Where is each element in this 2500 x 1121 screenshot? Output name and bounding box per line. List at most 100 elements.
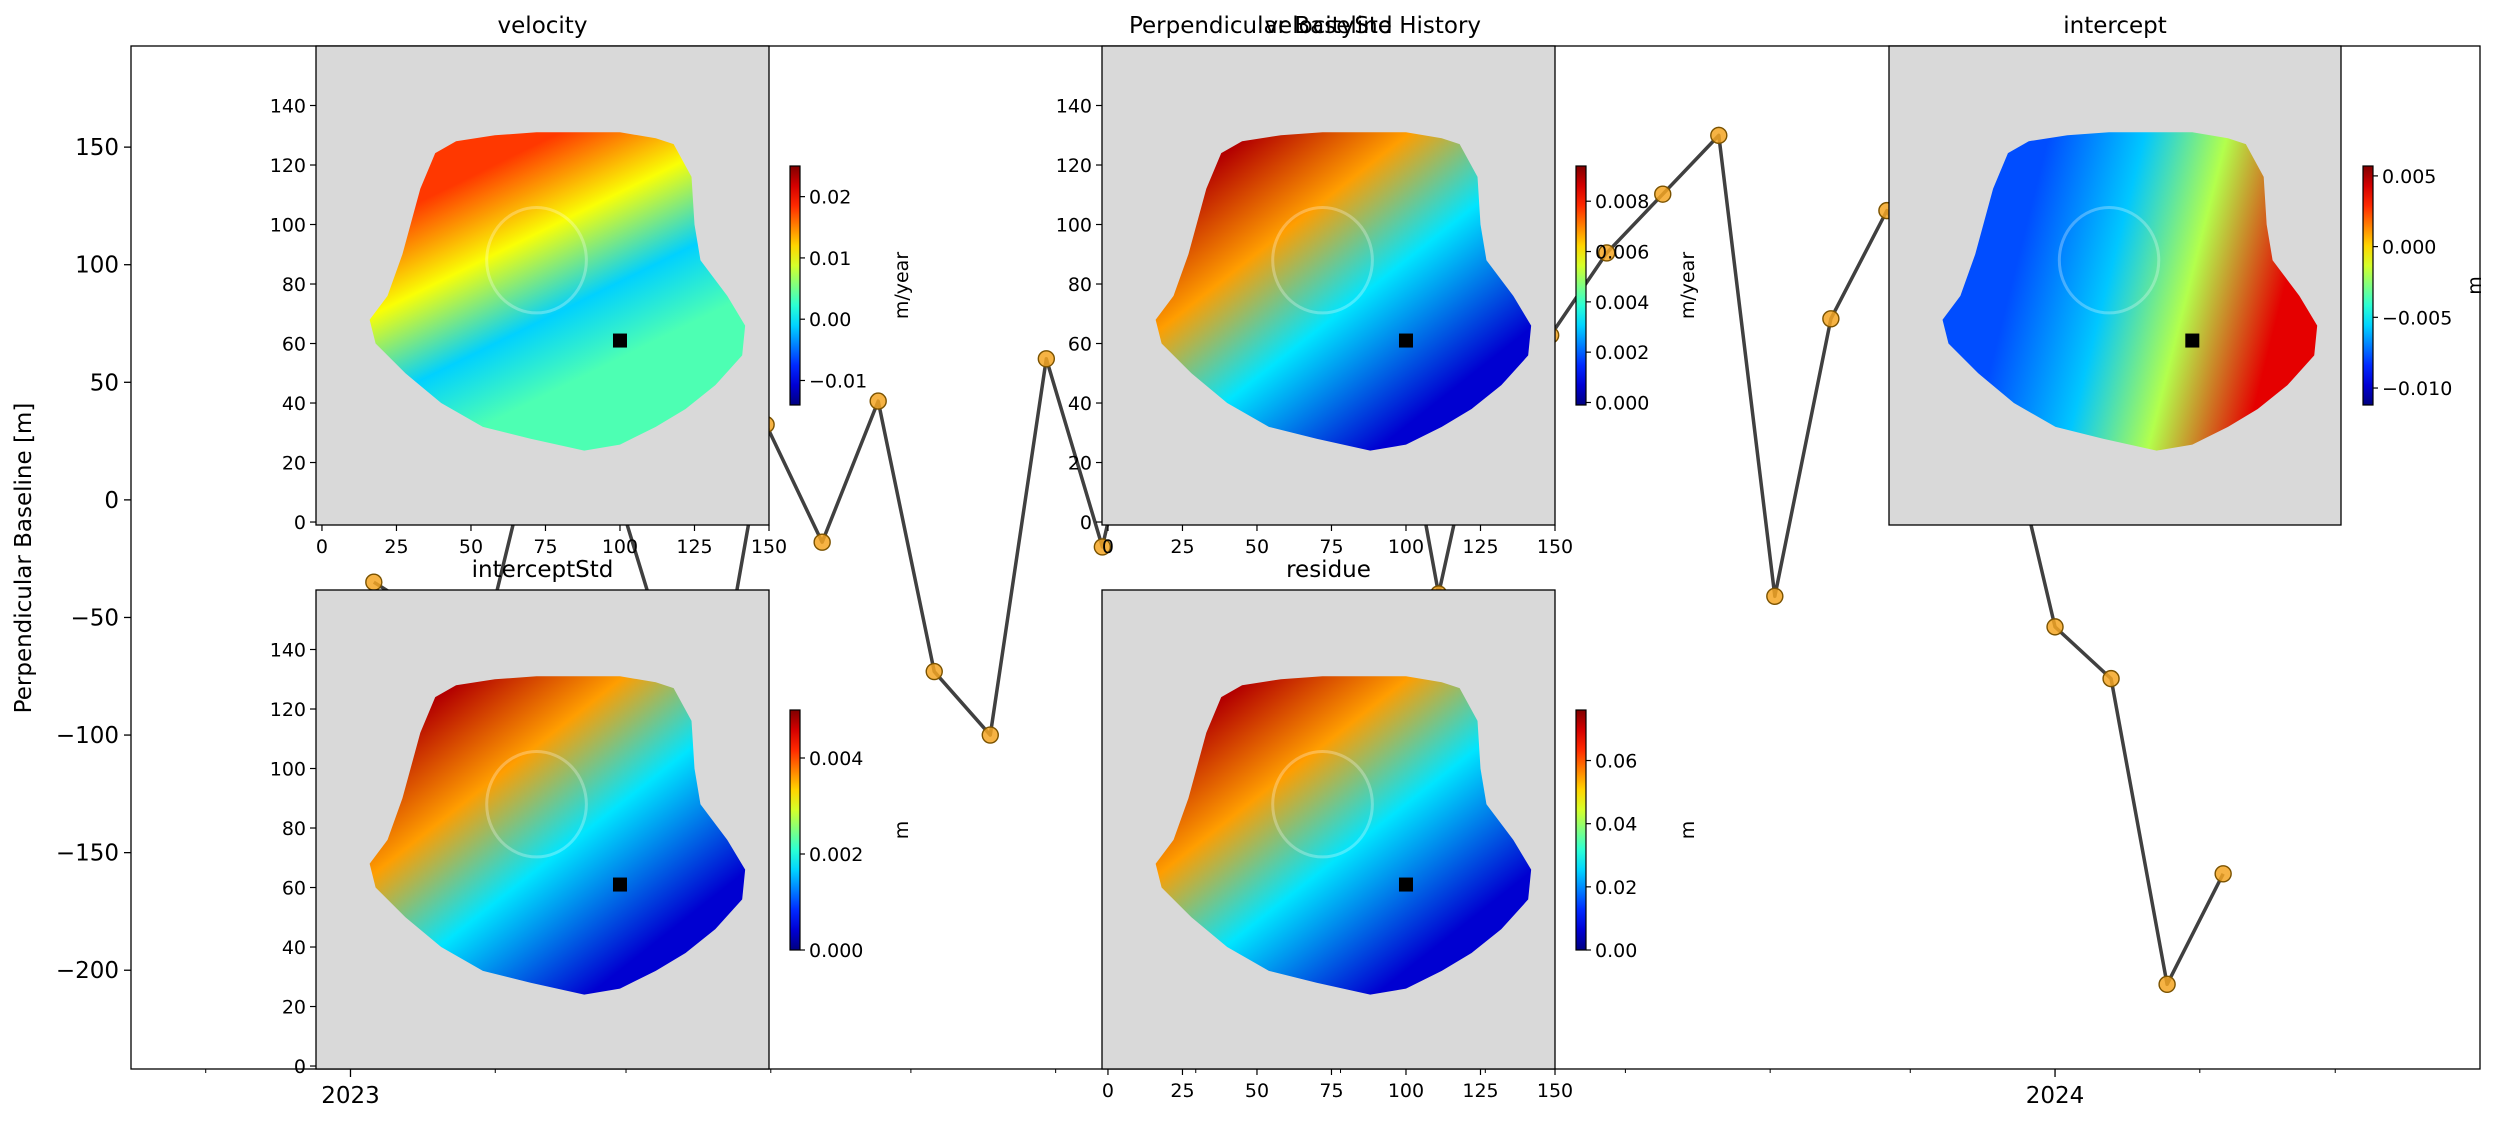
heatmap-x-tick-label: 125 [1462,536,1498,558]
heatmap-y-tick-label: 140 [270,96,306,118]
heatmap-field [1155,676,1532,995]
heatmap-y-tick-label: 0 [294,512,306,534]
colorbar-tick-label: 0.01 [809,248,851,270]
y-tick-label: 150 [75,135,119,161]
colorbar-label: m/year [891,252,913,319]
heatmap-y-tick-label: 20 [282,453,306,475]
reference-point-marker [1398,877,1413,892]
y-tick-label: 0 [104,488,119,514]
colorbar-tick-label: 0.002 [1595,342,1649,364]
heatmap-frame [315,45,770,526]
heatmap-title: residue [1286,557,1371,583]
heatmap-y-tick-label: 100 [1056,215,1092,237]
heatmap-y-tick-label: 20 [282,997,306,1019]
y-tick-label: −50 [70,605,119,631]
caldera-rim [1271,206,1374,315]
colorbar-label: m [2464,276,2486,295]
heatmap-y-tick-label: 40 [1068,393,1092,415]
colorbar-tick-label: 0.000 [809,940,863,962]
colorbar [1575,709,1587,951]
baseline-point[interactable] [2158,975,2176,994]
baseline-point[interactable] [981,726,999,744]
heatmap-title: velocity [498,13,588,39]
heatmap-title: interceptStd [472,557,614,583]
colorbar-tick-label: 0.02 [1595,877,1637,899]
colorbar [2362,165,2374,406]
baseline-y-axis-label: Perpendicular Baseline [m] [11,403,37,714]
heatmap-x-tick-label: 125 [676,536,712,558]
heatmap-y-tick-label: 0 [1080,512,1092,534]
reference-point-marker [1398,333,1413,348]
colorbar-tick-label: 0.006 [1595,242,1649,264]
heatmap-y-tick-label: 140 [1056,96,1092,118]
heatmap-field [1942,132,2318,451]
baseline-point[interactable] [1710,126,1728,145]
heatmap-y-tick-label: 100 [270,215,306,237]
heatmap-x-tick-label: 0 [316,536,328,558]
baseline-point[interactable] [925,662,943,681]
heatmap-y-tick-label: 140 [270,640,306,662]
colorbar-tick-label: 0.04 [1595,814,1637,836]
heatmap-panel-velocity: velocity 0 20 40 60 80 100 120 140 0 25 50 75 100 125 1… [270,13,913,558]
heatmap-x-tick-label: 75 [1319,1080,1343,1102]
heatmap-frame [1888,45,2342,526]
baseline-point[interactable] [1037,350,1056,368]
colorbar [789,709,801,951]
heatmap-panel-interceptStd: interceptStd 0 20 40 60 80 100 120 140 0.000 0.002… [270,557,913,1078]
baseline-point[interactable] [2214,865,2232,883]
colorbar-label: m/year [1677,252,1699,319]
heatmap-panel-velocityStd: velocityStd 0 20 40 60 80 100 120 140 0 25 50 75 100 1… [1056,13,1699,558]
heatmap-frame [1101,45,1556,526]
baseline-point[interactable] [1598,244,1616,262]
colorbar-label: m [891,821,913,840]
heatmap-panel-intercept: intercept −0.010 −0.005 0.000 0.005 m [1888,13,2486,526]
heatmap-y-tick-label: 60 [1068,334,1092,356]
heatmap-y-tick-label: 0 [294,1056,306,1078]
colorbar [1575,165,1587,406]
inset-panels: velocity 0 20 40 60 80 100 120 140 0 25 50 75 100 125 1… [270,13,2486,1102]
baseline-point[interactable] [1654,185,1672,203]
heatmap-y-tick-label: 100 [270,759,306,781]
colorbar-tick-label: 0.02 [809,187,851,209]
heatmap-panel-residue: residue 0 25 50 75 100 125 150 0.00 0.02 0.04 0.06 m [1101,557,1699,1102]
colorbar-tick-label: 0.00 [1595,940,1637,962]
heatmap-y-tick-label: 60 [282,334,306,356]
reference-point-marker [612,333,627,348]
baseline-point[interactable] [2046,618,2064,636]
heatmap-x-tick-label: 125 [1462,1080,1498,1102]
colorbar [789,165,801,406]
colorbar-tick-label: −0.005 [2382,307,2452,329]
x-tick-label: 2024 [2026,1083,2085,1109]
baseline-point[interactable] [2102,669,2120,688]
heatmap-x-tick-label: 25 [1170,1080,1194,1102]
y-tick-label: 50 [90,370,119,396]
heatmap-x-tick-label: 75 [533,536,557,558]
colorbar-tick-label: 0.004 [809,748,863,770]
baseline-point[interactable] [365,573,383,591]
baseline-chart-title: Perpendicular Baseline History [1129,13,1481,39]
heatmap-x-tick-label: 50 [1245,1080,1269,1102]
baseline-point[interactable] [1766,587,1784,606]
baseline-point[interactable] [1822,310,1840,328]
baseline-point[interactable] [869,392,887,410]
baseline-point[interactable] [1093,538,1112,556]
heatmap-x-tick-label: 0 [1102,1080,1114,1102]
heatmap-x-tick-label: 150 [1537,536,1573,558]
colorbar-tick-label: 0.000 [1595,392,1649,414]
heatmap-x-tick-label: 0 [1102,536,1114,558]
heatmap-x-tick-label: 50 [459,536,483,558]
baseline-point[interactable] [813,533,831,551]
colorbar-tick-label: −0.010 [2382,378,2452,400]
baseline-y-ticks: 150 100 50 0 −50 −100 −150 −200 [56,135,131,984]
heatmap-field [369,676,746,995]
heatmap-y-tick-label: 120 [270,155,306,177]
heatmap-title: velocityStd [1264,13,1392,39]
heatmap-x-tick-label: 150 [751,536,787,558]
heatmap-y-tick-label: 120 [1056,155,1092,177]
baseline-x-ticks: 2023 2024 [205,1069,2336,1109]
heatmap-y-tick-label: 20 [1068,453,1092,475]
reference-point-marker [2185,333,2200,348]
heatmap-x-tick-label: 100 [1388,1080,1424,1102]
caldera-rim [2057,206,2161,315]
